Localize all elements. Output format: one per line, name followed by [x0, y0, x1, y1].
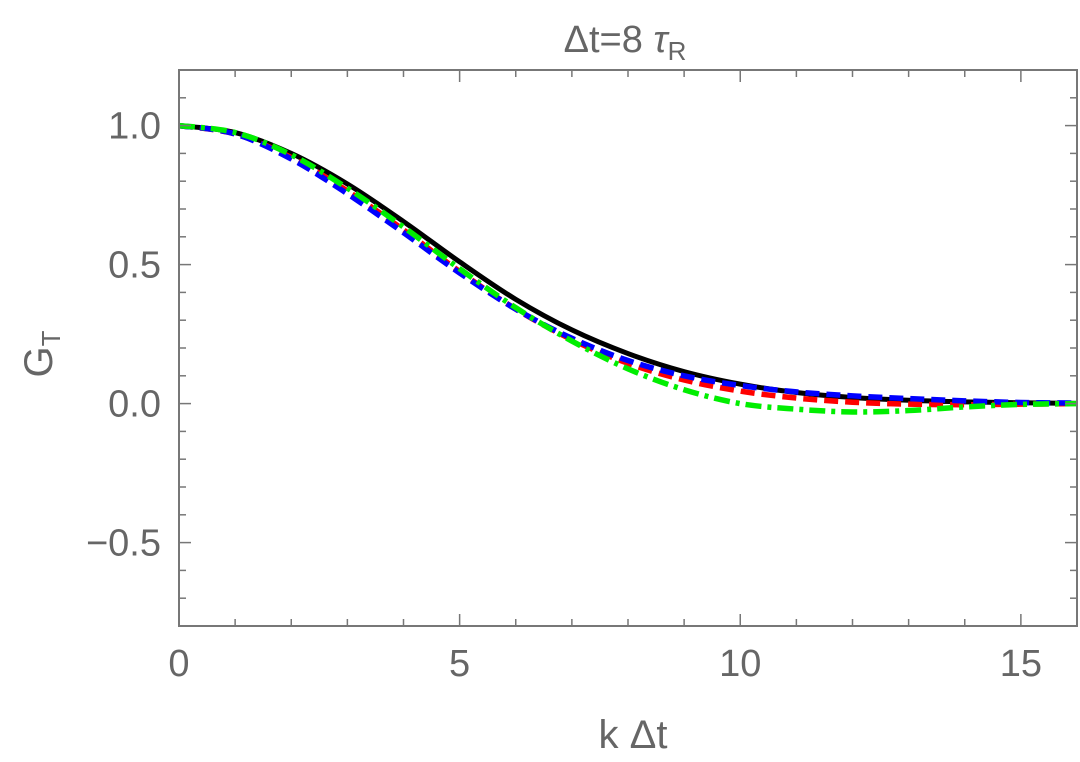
- y-tick-label: 0.0: [108, 384, 161, 426]
- labels-layer: 0 5 10 15 −0.5 0.0 0.5 1.0: [86, 106, 1042, 685]
- y-axis-label: GT: [17, 330, 66, 377]
- y-tick-label: 0.5: [108, 245, 161, 287]
- series-layer: [178, 122, 1078, 415]
- y-tick-label: 1.0: [108, 106, 161, 148]
- chart-title-symbol: τ: [653, 19, 670, 61]
- chart-title-subscript: R: [668, 36, 687, 66]
- plot-frame: [178, 69, 1078, 627]
- series-line-3: [178, 122, 1078, 406]
- chart-title-main: Δt=8: [564, 19, 654, 61]
- ticks-layer: [178, 69, 1078, 627]
- x-tick-label: 5: [449, 643, 470, 685]
- chart-title: Δt=8 τR: [564, 19, 687, 66]
- y-axis-label-main: G: [17, 346, 61, 377]
- y-tick-label: −0.5: [86, 523, 161, 565]
- x-tick-label: 15: [1000, 643, 1042, 685]
- series-line-4: [178, 122, 1078, 415]
- x-tick-label: 10: [719, 643, 761, 685]
- x-tick-label: 0: [168, 643, 189, 685]
- x-axis-label: k Δt: [599, 713, 668, 757]
- y-axis-label-subscript: T: [36, 330, 66, 346]
